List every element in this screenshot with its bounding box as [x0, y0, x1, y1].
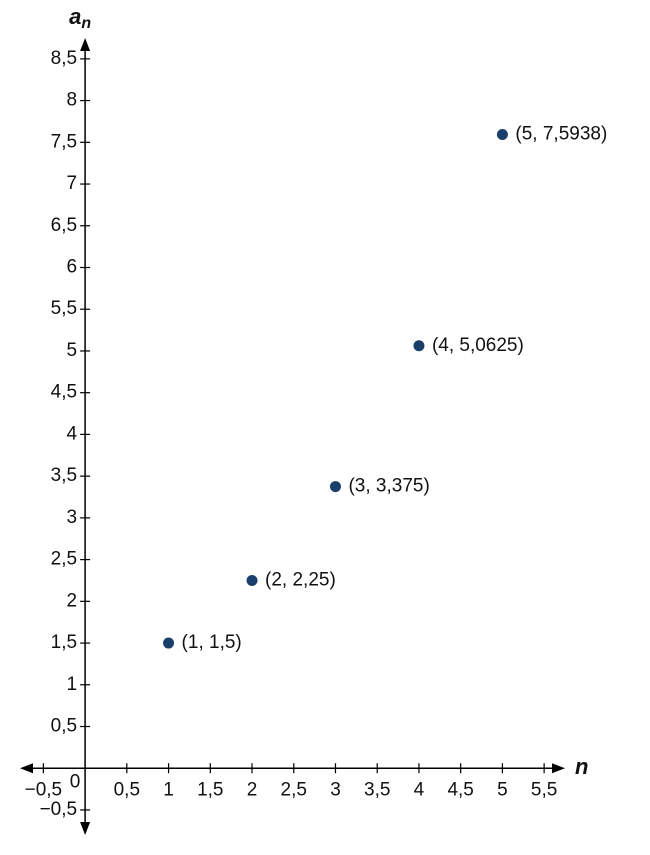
- y-tick-label: 4: [67, 423, 78, 444]
- y-tick-label: 5,5: [51, 298, 77, 319]
- x-tick-label: 0,5: [114, 779, 140, 800]
- y-tick-label: 6,5: [51, 215, 77, 236]
- data-label: (1, 1,5): [182, 632, 242, 653]
- y-tick-label: 7: [67, 173, 78, 194]
- y-axis-label-base: a: [69, 4, 81, 29]
- y-tick-label: 3: [67, 507, 78, 528]
- x-tick-label: 1,5: [197, 779, 223, 800]
- y-tick-label: 6: [67, 257, 78, 278]
- y-tick-label: 2: [67, 590, 78, 611]
- x-tick-label: 2: [247, 779, 258, 800]
- x-tick-label: 3,5: [364, 779, 390, 800]
- data-label: (5, 7,5938): [515, 124, 607, 145]
- x-tick-label: 4: [414, 779, 425, 800]
- y-tick-label: 8: [67, 90, 78, 111]
- arrow: [552, 763, 565, 774]
- y-tick-label: 3,5: [51, 465, 77, 486]
- arrow: [20, 763, 33, 774]
- x-tick-label: 3: [330, 779, 341, 800]
- x-tick-label: 5,5: [531, 779, 557, 800]
- arrow: [80, 822, 91, 835]
- data-label: (4, 5,0625): [432, 335, 524, 356]
- x-tick-label: 2,5: [281, 779, 307, 800]
- data-label: (3, 3,375): [348, 476, 429, 497]
- arrow: [80, 38, 91, 51]
- data-label: (2, 2,25): [265, 569, 336, 590]
- y-axis-label: an: [69, 4, 91, 32]
- x-axis-label: n: [575, 754, 588, 779]
- y-tick-label: 0,5: [51, 716, 77, 737]
- y-tick-label: 7,5: [51, 131, 77, 152]
- y-tick-label: 1,5: [51, 632, 77, 653]
- origin-label: 0: [70, 771, 81, 792]
- y-tick-label: 2,5: [51, 549, 77, 570]
- data-point: [163, 637, 175, 649]
- y-axis-label-subscript: n: [81, 15, 91, 32]
- x-tick-label: 4,5: [447, 779, 473, 800]
- y-tick-label: 8,5: [51, 48, 77, 69]
- y-tick-label: 4,5: [51, 382, 77, 403]
- x-tick-label: 1: [163, 779, 174, 800]
- data-point: [496, 128, 508, 140]
- data-point: [413, 340, 425, 352]
- y-tick-label: 1: [67, 674, 78, 695]
- data-point: [329, 481, 341, 493]
- y-tick-label: −0,5: [40, 799, 78, 820]
- y-tick-label: 5: [67, 340, 78, 361]
- x-tick-label: −0,5: [25, 779, 63, 800]
- x-tick-label: 5: [497, 779, 508, 800]
- data-point: [246, 574, 258, 586]
